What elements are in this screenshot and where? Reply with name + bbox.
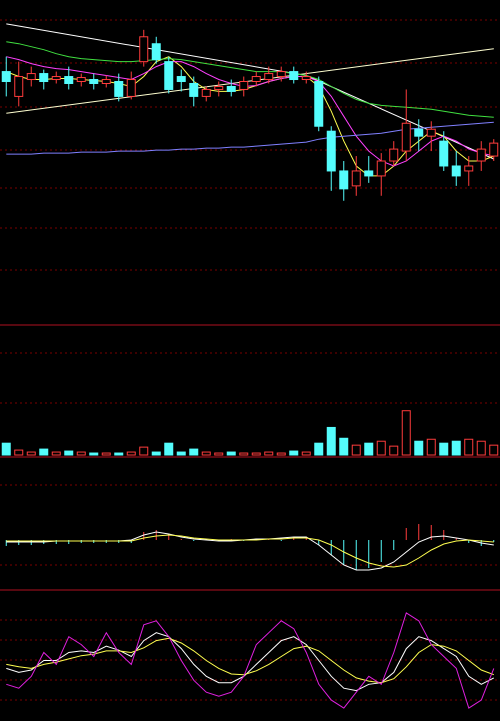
volume-bar bbox=[314, 442, 324, 456]
candle-body bbox=[101, 79, 111, 84]
candle-body bbox=[301, 76, 311, 81]
candle-body bbox=[39, 73, 49, 83]
candle-body bbox=[176, 76, 186, 83]
indicator-line bbox=[6, 612, 495, 709]
candle-body bbox=[389, 148, 399, 162]
volume-bar bbox=[214, 452, 224, 456]
candle-body bbox=[476, 148, 486, 162]
volume-bar bbox=[176, 451, 186, 456]
candle-body bbox=[139, 36, 149, 63]
candle-body bbox=[376, 160, 386, 177]
candle-body bbox=[114, 81, 124, 97]
volume-bar bbox=[264, 451, 274, 456]
volume-bar bbox=[14, 449, 24, 456]
indicator-line bbox=[6, 531, 494, 571]
candle-body bbox=[351, 170, 361, 187]
candle-body bbox=[151, 43, 161, 61]
volume-bar bbox=[276, 452, 286, 456]
volume-bar bbox=[464, 438, 474, 456]
volume-bar bbox=[226, 451, 236, 456]
volume-bar bbox=[139, 446, 149, 456]
volume-bar bbox=[364, 442, 374, 456]
candle-body bbox=[239, 81, 249, 90]
candle-body bbox=[364, 170, 374, 177]
candle-body bbox=[164, 61, 174, 90]
volume-bar bbox=[451, 440, 461, 456]
trend-line bbox=[6, 48, 494, 114]
candle-body bbox=[189, 82, 199, 97]
indicator-line bbox=[6, 534, 494, 568]
candle-body bbox=[214, 85, 224, 90]
volume-bar bbox=[301, 451, 311, 456]
volume-bar bbox=[26, 451, 36, 456]
grid bbox=[0, 19, 500, 701]
volume-bar bbox=[401, 410, 411, 456]
indicator-line bbox=[6, 632, 495, 692]
trend-line bbox=[6, 23, 495, 160]
candle-body bbox=[226, 85, 236, 92]
candle-body bbox=[1, 71, 11, 83]
volume-bar bbox=[489, 444, 499, 456]
candle-body bbox=[426, 128, 436, 137]
candle-body bbox=[401, 122, 411, 152]
volume-bar bbox=[201, 451, 211, 456]
candle-body bbox=[289, 71, 299, 81]
indicator-line bbox=[6, 56, 494, 177]
candle-body bbox=[464, 165, 474, 172]
candle-body bbox=[264, 73, 274, 81]
candle-body bbox=[414, 128, 424, 137]
candle-body bbox=[314, 81, 324, 127]
candle-body bbox=[251, 76, 261, 83]
volume-bar bbox=[251, 452, 261, 456]
volume-bar bbox=[289, 450, 299, 456]
candle-body bbox=[489, 142, 499, 157]
candle-body bbox=[51, 76, 61, 81]
volume-bar bbox=[1, 442, 11, 456]
volume-bar bbox=[39, 448, 49, 456]
candle-body bbox=[276, 71, 286, 78]
indicator-line bbox=[6, 637, 494, 684]
volume-bar bbox=[114, 452, 124, 456]
candle-body bbox=[76, 77, 86, 83]
volume-bar bbox=[476, 440, 486, 456]
candle-body bbox=[201, 88, 211, 97]
volume-bar bbox=[389, 445, 399, 456]
volume-bar bbox=[426, 438, 436, 456]
volume-bar bbox=[376, 440, 386, 456]
indicator-line bbox=[6, 56, 494, 167]
volume-bar bbox=[126, 451, 136, 456]
volume-bar bbox=[89, 452, 99, 456]
volume-bar bbox=[64, 450, 74, 456]
candle-body bbox=[14, 76, 24, 97]
volume-bar bbox=[151, 451, 161, 456]
volume-bar bbox=[439, 442, 449, 456]
volume-bar bbox=[239, 452, 249, 456]
volume-bar bbox=[326, 426, 336, 456]
candle-body bbox=[89, 79, 99, 84]
volume-bar bbox=[51, 451, 61, 456]
candle-body bbox=[451, 165, 461, 177]
candle-body bbox=[439, 140, 449, 167]
volume-bar bbox=[339, 437, 349, 456]
volume-bar bbox=[189, 448, 199, 456]
volume-bar bbox=[101, 452, 111, 456]
volume-bar bbox=[351, 444, 361, 456]
volume-bar bbox=[164, 442, 174, 456]
volume-bar bbox=[76, 451, 86, 456]
candle-body bbox=[326, 130, 336, 172]
candle-body bbox=[26, 73, 36, 81]
indicator-line bbox=[6, 121, 494, 155]
candle-body bbox=[64, 76, 74, 84]
candle-body bbox=[126, 79, 136, 97]
volume-bar bbox=[414, 440, 424, 456]
indicator-line bbox=[6, 41, 494, 118]
candle-body bbox=[339, 170, 349, 190]
